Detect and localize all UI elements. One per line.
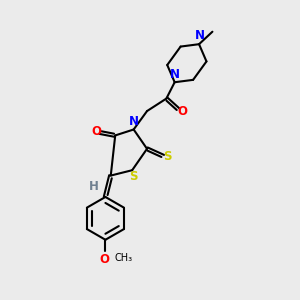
Text: CH₃: CH₃ bbox=[115, 253, 133, 263]
Text: N: N bbox=[170, 68, 180, 81]
Text: O: O bbox=[178, 105, 188, 118]
Text: N: N bbox=[129, 115, 139, 128]
Text: O: O bbox=[91, 125, 101, 138]
Text: H: H bbox=[89, 180, 99, 193]
Text: N: N bbox=[195, 29, 205, 42]
Text: S: S bbox=[164, 150, 172, 163]
Text: O: O bbox=[100, 253, 110, 266]
Text: S: S bbox=[129, 170, 138, 183]
